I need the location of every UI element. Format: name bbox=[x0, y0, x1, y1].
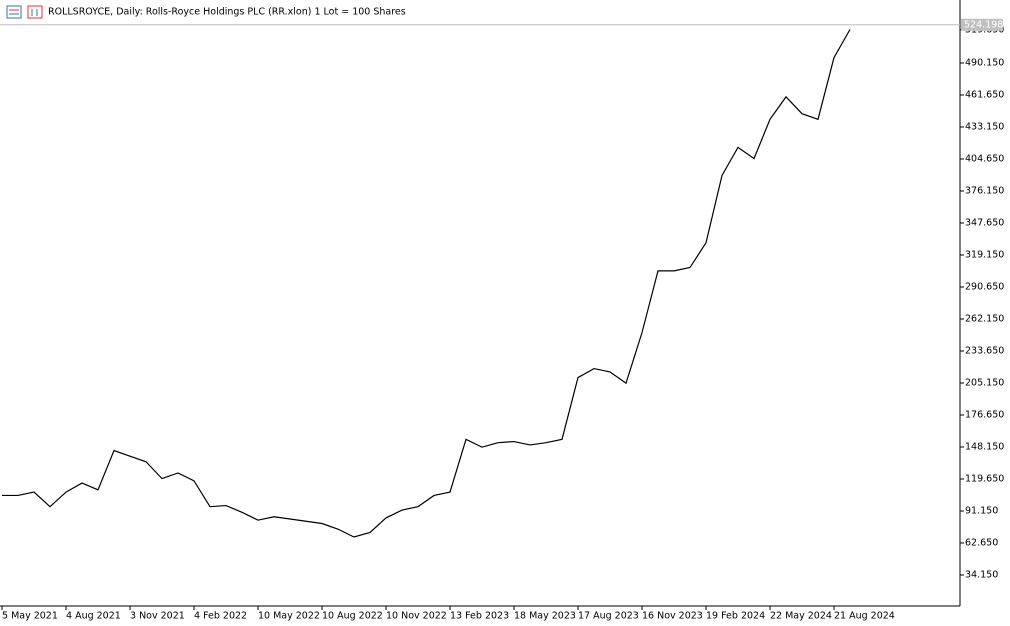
x-tick-label: 4 Aug 2021 bbox=[66, 611, 121, 622]
x-tick-label: 18 May 2023 bbox=[514, 611, 576, 622]
y-tick-label: 376.150 bbox=[965, 186, 1004, 197]
y-tick-label: 404.650 bbox=[965, 154, 1004, 165]
x-tick-label: 22 May 2024 bbox=[770, 611, 832, 622]
y-tick-label: 91.150 bbox=[965, 505, 998, 516]
y-tick-label: 148.150 bbox=[965, 441, 1004, 452]
y-tick-label: 319.150 bbox=[965, 250, 1004, 261]
price-line bbox=[2, 29, 851, 538]
y-tick-label: 233.650 bbox=[965, 345, 1004, 356]
y-tick-label: 262.150 bbox=[965, 313, 1004, 324]
x-tick-label: 16 Nov 2023 bbox=[642, 611, 703, 622]
y-tick-label: 347.650 bbox=[965, 218, 1004, 229]
x-tick-label: 10 May 2022 bbox=[258, 611, 320, 622]
y-tick-label: 119.650 bbox=[965, 473, 1004, 484]
y-tick-label: 176.650 bbox=[965, 409, 1004, 420]
icon bbox=[27, 5, 43, 19]
y-tick-label: 461.650 bbox=[965, 90, 1004, 101]
y-tick-label: 34.150 bbox=[965, 569, 998, 580]
y-tick-label: 205.150 bbox=[965, 377, 1004, 388]
x-tick-label: 19 Feb 2024 bbox=[706, 611, 765, 622]
x-tick-label: 3 Nov 2021 bbox=[130, 611, 185, 622]
x-tick-label: 10 Nov 2022 bbox=[386, 611, 447, 622]
x-tick-label: 5 May 2021 bbox=[2, 611, 58, 622]
last-price-box bbox=[961, 18, 1003, 31]
icon bbox=[6, 5, 22, 19]
y-tick-label: 62.650 bbox=[965, 537, 998, 548]
x-tick-label: 10 Aug 2022 bbox=[322, 611, 383, 622]
x-tick-label: 13 Feb 2023 bbox=[450, 611, 509, 622]
chart-title: ROLLSROYCE, Daily: Rolls-Royce Holdings … bbox=[48, 7, 406, 18]
y-tick-label: 490.150 bbox=[965, 58, 1004, 69]
y-tick-label: 433.150 bbox=[965, 122, 1004, 133]
x-tick-label: 21 Aug 2024 bbox=[834, 611, 895, 622]
toolbar-icons bbox=[6, 5, 43, 19]
y-tick-label: 290.650 bbox=[965, 282, 1004, 293]
last-price-label: 524.198 bbox=[964, 19, 1003, 30]
x-tick-label: 4 Feb 2022 bbox=[194, 611, 247, 622]
x-tick-label: 17 Aug 2023 bbox=[578, 611, 639, 622]
